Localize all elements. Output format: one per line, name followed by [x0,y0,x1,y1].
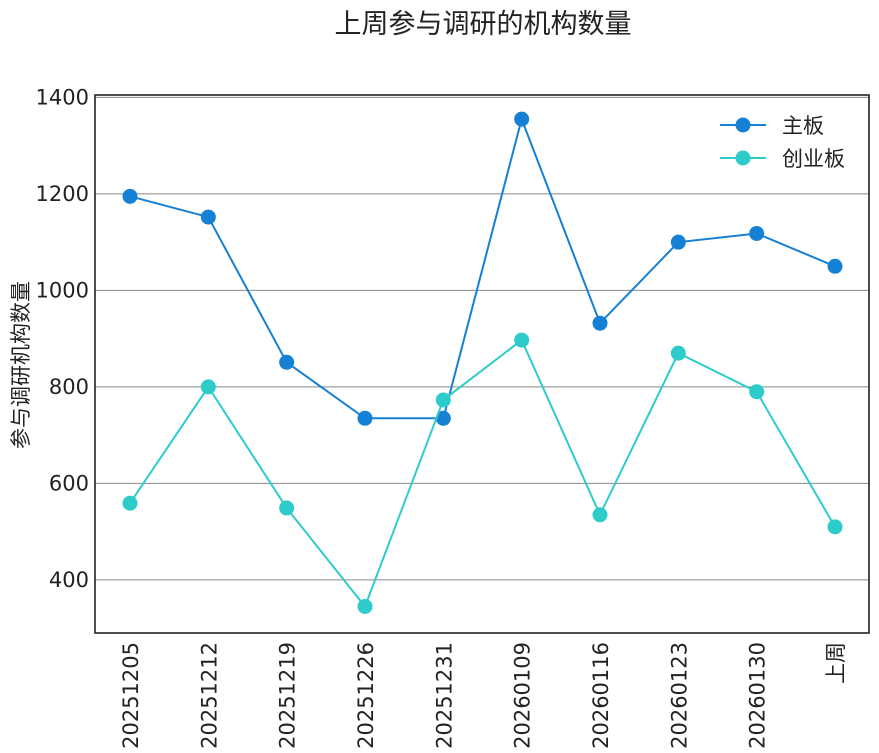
data-point [514,111,530,127]
data-point [122,188,138,204]
series-line-0 [129,115,836,420]
y-tick-label: 400 [49,568,89,592]
series-layer [122,111,843,614]
y-tick-label: 800 [49,375,89,399]
x-axis-ticks: 20251205 20251212 20251219 20251226 20251231… [119,642,848,749]
y-tick-label: 1200 [36,182,89,206]
plot-frame [94,94,870,634]
data-point [749,384,765,400]
y-tick-label: 1000 [36,278,89,302]
y-tick-label: 1400 [36,85,89,109]
data-point [435,392,451,408]
legend-label: 创业板 [782,147,845,171]
data-point [670,234,686,250]
legend-marker [735,117,751,133]
data-point [357,598,373,614]
x-tick-label: 20251212 [197,642,221,749]
x-tick-label: 20251226 [354,642,378,749]
data-point [357,410,373,426]
x-tick-label: 20251205 [119,642,143,749]
legend-label: 主板 [782,114,824,138]
data-point [514,332,530,348]
y-axis-ticks: 400 600 800 1000 1200 1400 [36,85,89,592]
data-point [435,410,451,426]
x-tick-label: 20260116 [589,642,613,749]
x-tick-label: 20251219 [276,642,300,749]
data-point [200,209,216,225]
data-point [122,495,138,511]
data-point [592,507,608,523]
legend-marker [735,150,751,166]
data-point [200,379,216,395]
data-point [592,315,608,331]
data-point [827,258,843,274]
data-point [279,354,295,370]
y-tick-label: 600 [49,471,89,495]
x-tick-label: 20260123 [667,642,691,749]
x-tick-label: 上周 [824,642,848,684]
x-tick-label: 20251231 [432,642,456,749]
data-point [749,225,765,241]
y-axis-label: 参与调研机构数量 [9,281,33,449]
grid-lines [95,96,869,581]
data-point [279,500,295,516]
chart-title: 上周参与调研的机构数量 [335,9,632,40]
data-point [827,519,843,535]
data-point [670,345,686,361]
series-line-1 [129,338,836,609]
x-tick-label: 20260109 [511,642,535,749]
x-tick-label: 20260130 [746,642,770,749]
